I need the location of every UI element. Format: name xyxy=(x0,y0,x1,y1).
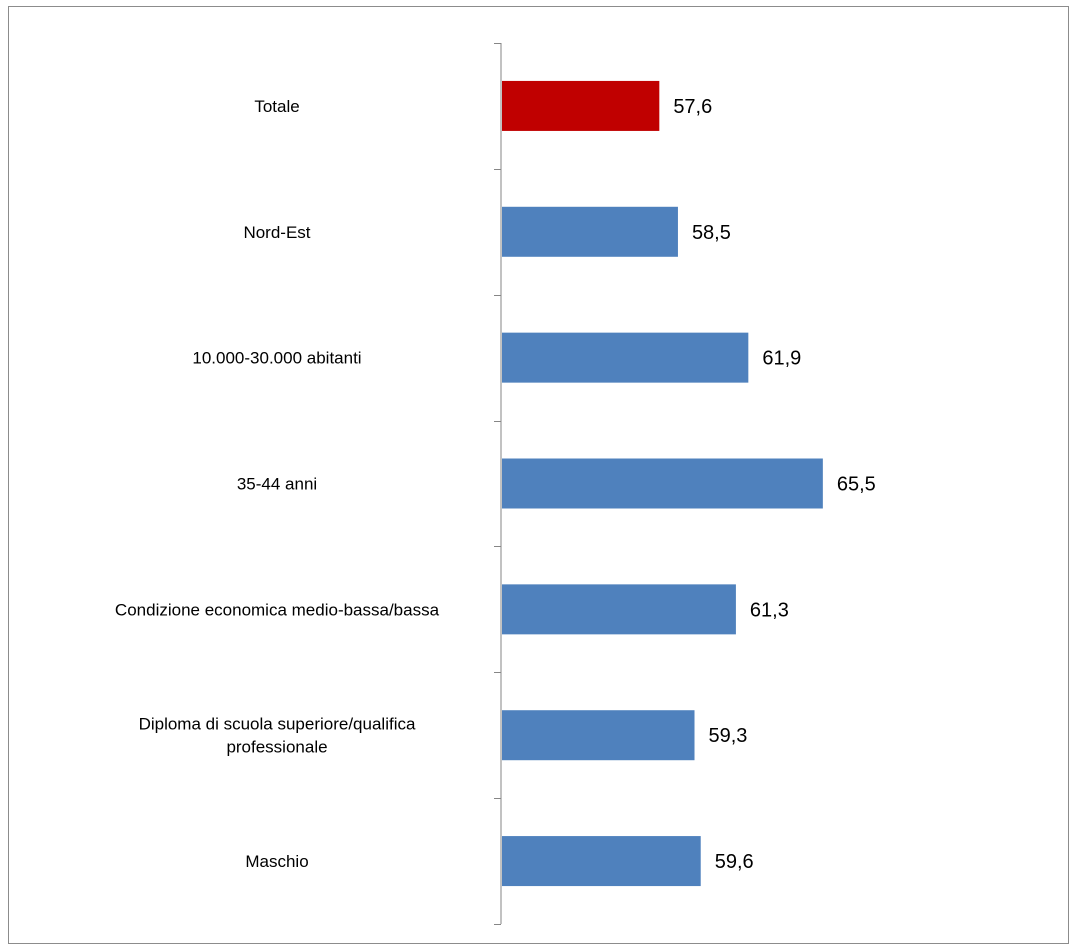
bar xyxy=(502,836,701,887)
data-label: 59,3 xyxy=(709,725,748,747)
category-label: Totale xyxy=(254,97,299,116)
data-label: 65,5 xyxy=(837,474,876,496)
bar xyxy=(502,584,736,635)
category-label: 10.000-30.000 abitanti xyxy=(192,349,361,368)
bar xyxy=(502,458,823,509)
data-label: 58,5 xyxy=(692,222,731,244)
category-label: Condizione economica medio-bassa/bassa xyxy=(115,600,440,619)
data-label: 61,3 xyxy=(750,599,789,621)
data-label: 61,9 xyxy=(762,348,801,370)
bar xyxy=(502,206,678,257)
category-label: Nord-Est xyxy=(243,223,310,242)
category-label: 35-44 anni xyxy=(237,475,317,494)
bar xyxy=(502,80,660,131)
data-label: 57,6 xyxy=(673,96,712,118)
category-label: Diploma di scuola superiore/qualifica xyxy=(139,715,416,734)
data-label: 59,6 xyxy=(715,851,754,873)
category-label: Maschio xyxy=(245,852,308,871)
category-label: professionale xyxy=(226,738,327,757)
bar xyxy=(502,710,695,761)
bar xyxy=(502,332,749,383)
